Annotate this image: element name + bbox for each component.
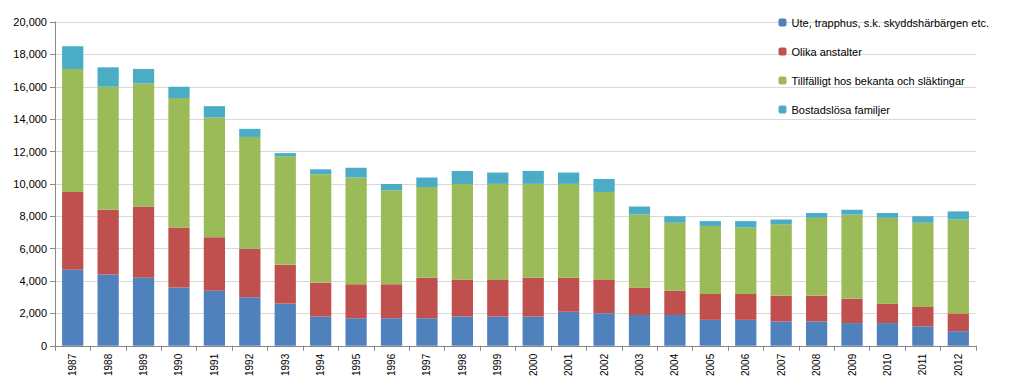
svg-text:2012: 2012: [953, 353, 964, 376]
svg-text:1998: 1998: [457, 353, 468, 376]
svg-text:Olika anstalter: Olika anstalter: [792, 46, 863, 58]
svg-text:Tillfälligt hos bekanta och sl: Tillfälligt hos bekanta och släktingar: [792, 75, 966, 87]
svg-text:1996: 1996: [386, 353, 397, 376]
svg-text:12,000: 12,000: [13, 146, 47, 158]
svg-text:1988: 1988: [103, 353, 114, 376]
svg-text:14,000: 14,000: [13, 113, 47, 125]
svg-text:1999: 1999: [492, 353, 503, 376]
svg-text:Bostadslösa familjer: Bostadslösa familjer: [792, 104, 891, 116]
svg-text:10,000: 10,000: [13, 178, 47, 190]
svg-text:16,000: 16,000: [13, 81, 47, 93]
svg-text:Ute, trapphus, s.k. skyddshärb: Ute, trapphus, s.k. skyddshärbärgen etc.: [792, 17, 990, 29]
svg-text:1995: 1995: [351, 353, 362, 376]
svg-text:2000: 2000: [528, 353, 539, 376]
svg-text:2009: 2009: [847, 353, 858, 376]
svg-text:1990: 1990: [173, 353, 184, 376]
svg-text:1992: 1992: [244, 353, 255, 376]
svg-text:1987: 1987: [67, 353, 78, 376]
svg-text:2005: 2005: [705, 353, 716, 376]
svg-text:2010: 2010: [882, 353, 893, 376]
svg-text:6,000: 6,000: [19, 243, 47, 255]
svg-text:2006: 2006: [740, 353, 751, 376]
svg-text:2008: 2008: [811, 353, 822, 376]
svg-text:18,000: 18,000: [13, 48, 47, 60]
svg-text:1994: 1994: [315, 353, 326, 376]
svg-text:2007: 2007: [776, 353, 787, 376]
svg-text:4,000: 4,000: [19, 275, 47, 287]
svg-text:1991: 1991: [209, 353, 220, 376]
svg-text:2001: 2001: [563, 353, 574, 376]
svg-text:20,000: 20,000: [13, 16, 47, 28]
svg-text:8,000: 8,000: [19, 210, 47, 222]
svg-text:2003: 2003: [634, 353, 645, 376]
svg-text:2011: 2011: [917, 353, 928, 375]
svg-text:2002: 2002: [599, 353, 610, 376]
svg-text:2,000: 2,000: [19, 307, 47, 319]
svg-text:1993: 1993: [280, 353, 291, 376]
svg-text:0: 0: [41, 340, 47, 352]
svg-text:1997: 1997: [421, 353, 432, 376]
svg-text:1989: 1989: [138, 353, 149, 376]
svg-text:2004: 2004: [669, 353, 680, 376]
